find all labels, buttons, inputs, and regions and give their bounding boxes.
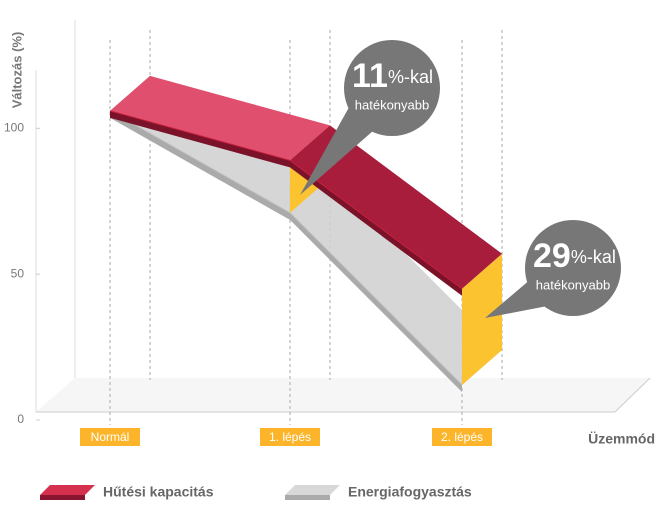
x-tick-label: 2. lépés — [441, 430, 483, 444]
ribbon-edge — [290, 160, 462, 296]
y-tick-label: 50 — [11, 266, 25, 280]
callout-value: 29 — [533, 237, 571, 275]
callout-note: hatékonyabb — [355, 97, 429, 112]
ribbon-face — [290, 177, 502, 385]
legend-label: Hűtési kapacitás — [103, 484, 214, 500]
x-tick-label: Normál — [91, 430, 130, 444]
x-tick-label: 1. lépés — [269, 430, 311, 444]
category-box — [260, 428, 320, 446]
category-box — [80, 428, 140, 446]
callout — [344, 40, 440, 136]
legend-label: Energiafogyasztás — [348, 484, 472, 500]
legend-swatch-edge — [40, 495, 85, 500]
x-axis-label: Üzemmód — [588, 431, 655, 447]
category-box — [432, 428, 492, 446]
ribbon-face — [110, 75, 330, 161]
callout-value: 11 — [352, 57, 388, 95]
callout-suffix: %-kal — [571, 247, 616, 267]
legend-swatch — [40, 485, 95, 495]
ribbon-edge — [290, 212, 462, 392]
callout-text: 29%-kal — [533, 237, 616, 275]
ribbon-edge — [110, 110, 290, 168]
callout-suffix: %-kal — [388, 67, 433, 87]
callout — [525, 220, 621, 316]
floor-edge — [614, 377, 651, 413]
ribbon-face — [290, 125, 502, 289]
y-tick-label: 0 — [17, 412, 24, 426]
y-axis-label: Változás (%) — [9, 32, 24, 109]
legend-swatch — [285, 485, 340, 495]
ribbon-edge — [110, 110, 290, 220]
legend-swatch-edge — [285, 495, 330, 500]
series-line — [109, 110, 463, 290]
callout-note: hatékonyabb — [536, 277, 610, 292]
y-tick-label: 100 — [4, 121, 24, 135]
difference-bar — [462, 253, 502, 385]
callout-text: 11%-kal — [352, 57, 433, 95]
floor — [36, 378, 650, 412]
